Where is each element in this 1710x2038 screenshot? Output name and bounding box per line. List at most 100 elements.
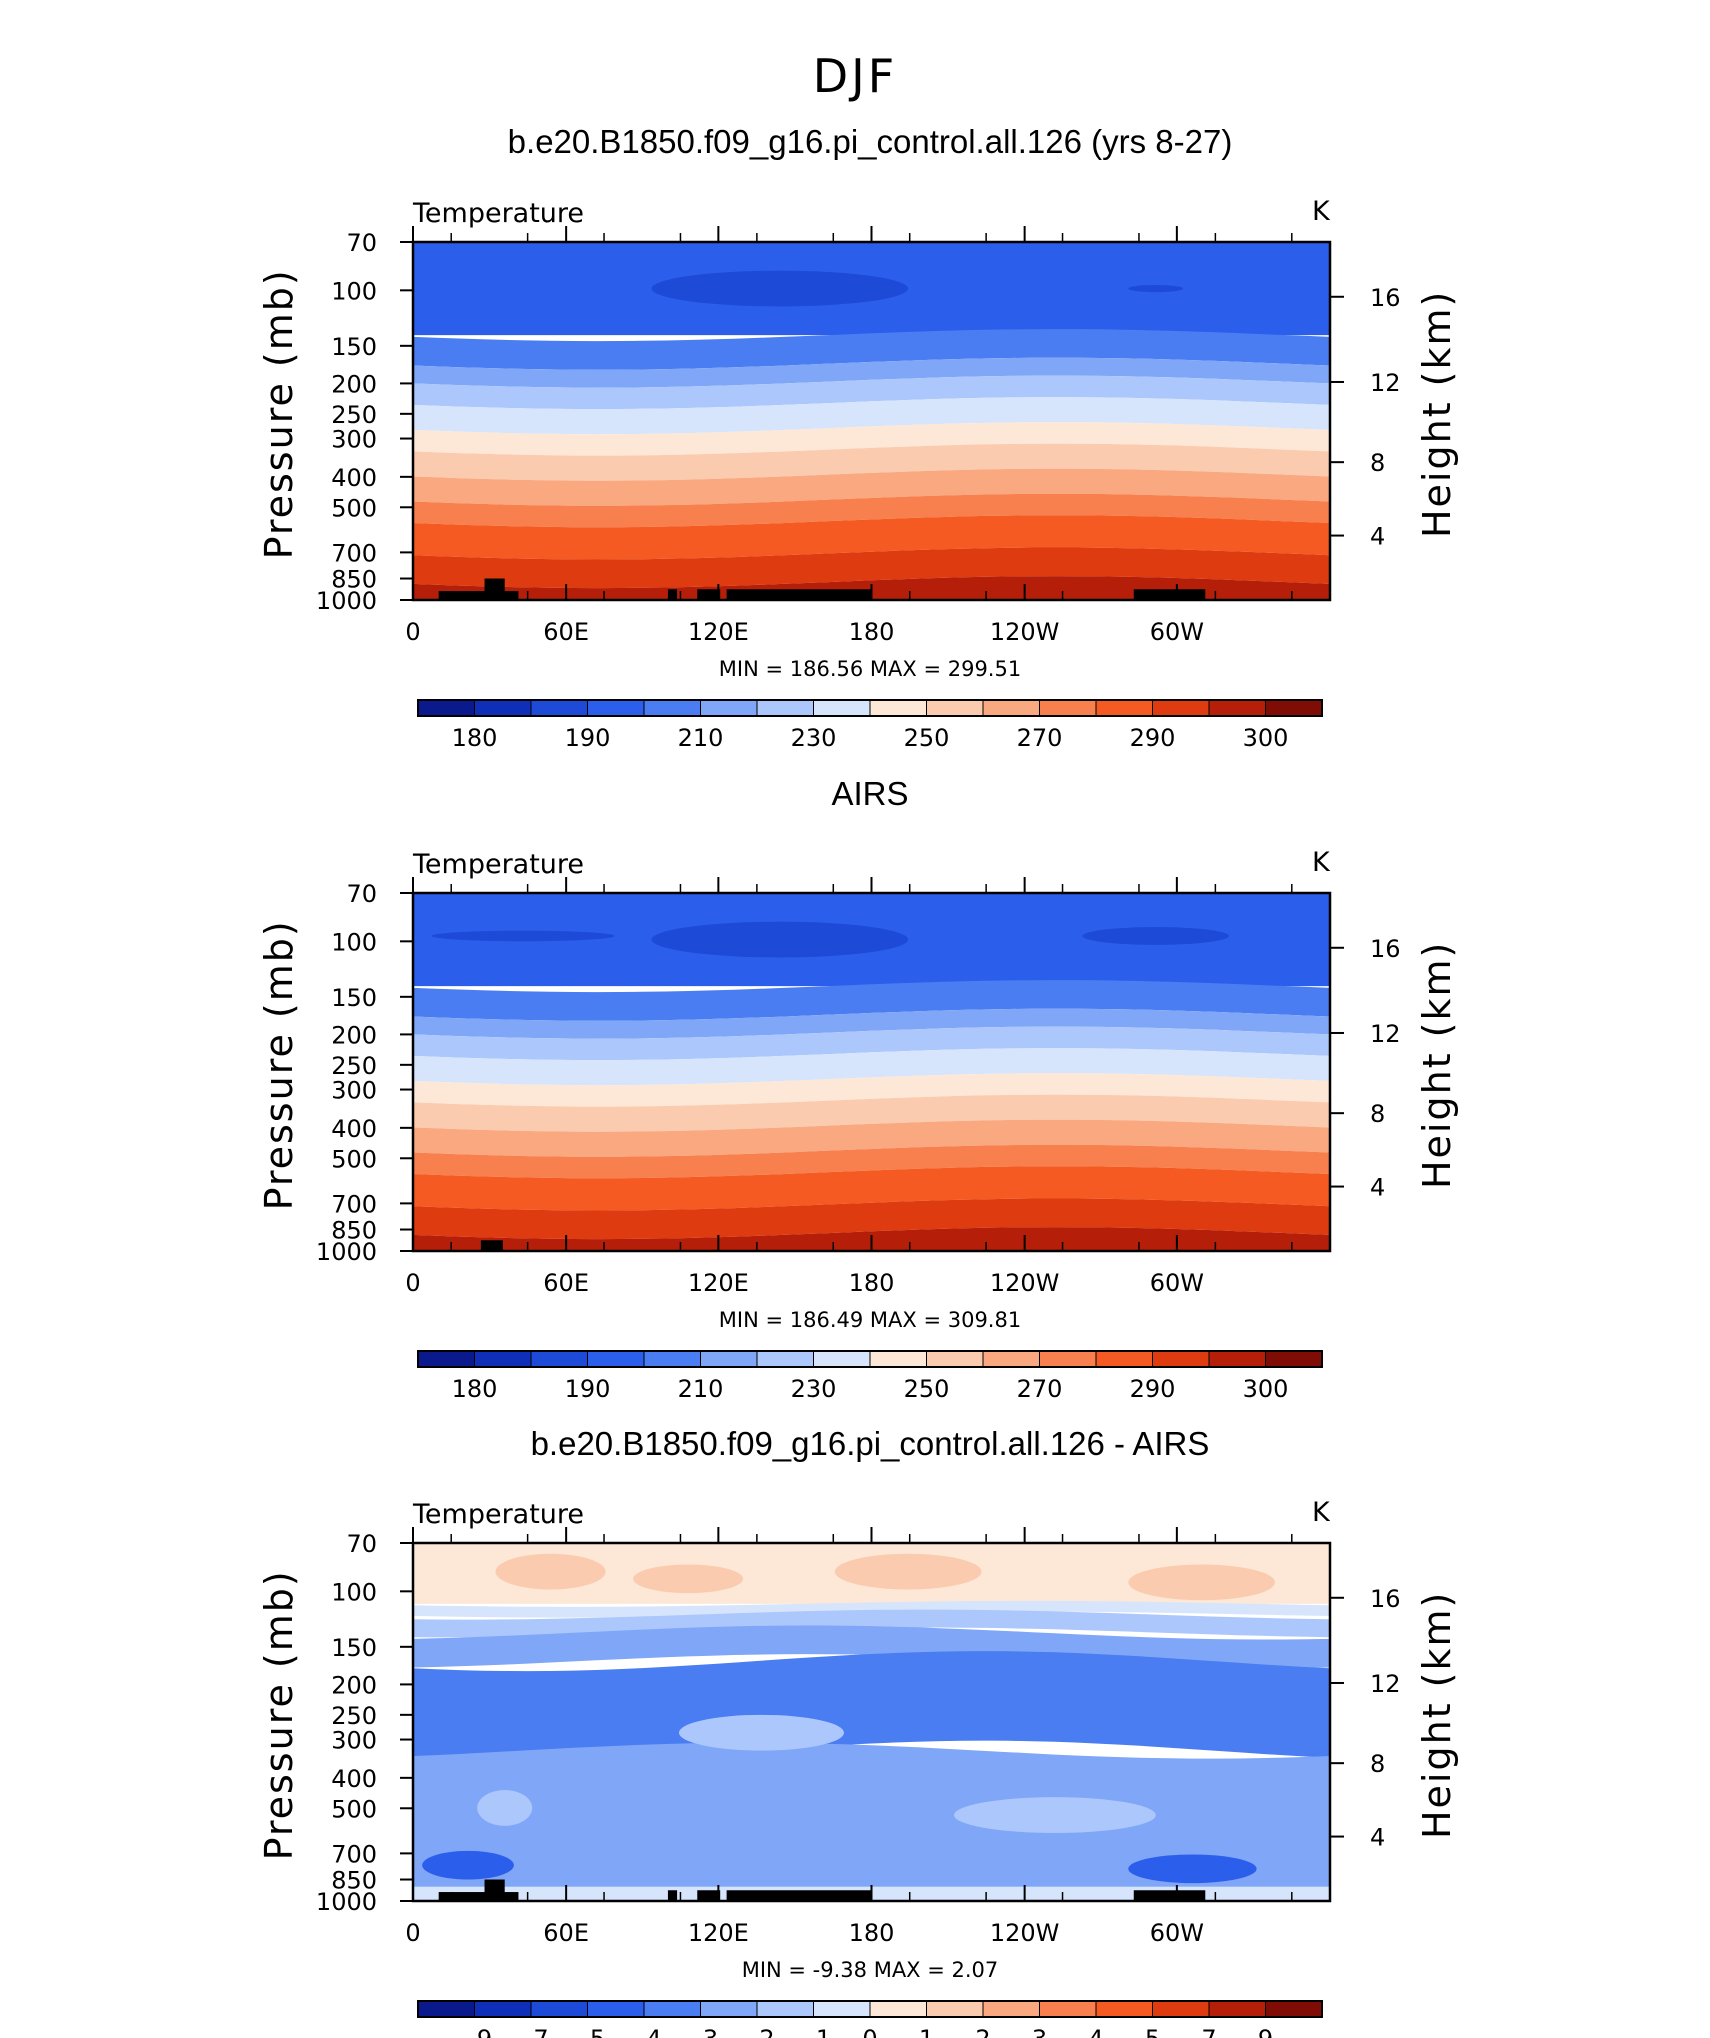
temperature-band	[413, 1094, 1330, 1132]
cold-core	[431, 930, 615, 942]
colorbar-cell	[1039, 699, 1097, 717]
difference-band	[413, 1651, 1330, 1761]
colorbar-label: 250	[904, 724, 950, 752]
temperature-band	[413, 547, 1330, 589]
topography-mask	[438, 1892, 519, 1901]
colorbar-cell	[587, 2000, 645, 2018]
x-tick-label: 120E	[688, 618, 749, 646]
y-tick-label: 850	[331, 1217, 377, 1245]
colorbar-cell	[1208, 1350, 1267, 1368]
height-tick-label: 4	[1370, 523, 1385, 551]
y-tick-label: 500	[331, 1795, 377, 1823]
panel-3: b.e20.B1850.f09_g16.pi_control.all.126 -…	[257, 1425, 1459, 2038]
colorbar-label: 4	[1088, 2025, 1103, 2038]
temperature-band	[413, 1198, 1330, 1240]
y-tick-label: 150	[331, 1634, 377, 1662]
temperature-band	[413, 443, 1330, 481]
y-tick-label: 150	[331, 333, 377, 361]
colorbar-label: −9	[457, 2025, 492, 2038]
temperature-band	[413, 1073, 1330, 1107]
units-label: K	[1312, 847, 1331, 878]
colorbar-cell	[587, 1350, 645, 1368]
colorbar-cell	[1208, 699, 1267, 717]
colorbar-cell	[1152, 699, 1210, 717]
x-tick-label: 180	[849, 618, 895, 646]
y-tick-label: 700	[331, 1840, 377, 1868]
colorbar-cell	[1265, 1350, 1323, 1368]
colorbar-cell	[982, 2000, 1041, 2018]
colorbar-label: 290	[1130, 724, 1176, 752]
colorbar-cell	[643, 1350, 702, 1368]
x-tick-label: 60E	[543, 618, 589, 646]
colorbar-cell	[417, 699, 476, 717]
panel-1: b.e20.B1850.f09_g16.pi_control.all.126 (…	[257, 123, 1459, 752]
variable-label: Temperature	[412, 198, 584, 229]
y-tick-label: 850	[331, 566, 377, 594]
y-axis-label: Pressure (mb)	[257, 1569, 301, 1860]
y-tick-label: 850	[331, 1867, 377, 1895]
panel-title: b.e20.B1850.f09_g16.pi_control.all.126 -…	[531, 1425, 1210, 1462]
min-max-stats: MIN = 186.49 MAX = 309.81	[719, 1308, 1021, 1332]
colorbar-label: 300	[1243, 1375, 1289, 1403]
temperature-band	[413, 1048, 1330, 1086]
y-tick-label: 70	[346, 880, 377, 908]
x-tick-label: 0	[405, 618, 420, 646]
colorbar-cell	[700, 1350, 758, 1368]
colorbar-cell	[700, 2000, 758, 2018]
y-tick-label: 700	[331, 1190, 377, 1218]
contour-field	[413, 893, 1330, 1251]
panel-title: b.e20.B1850.f09_g16.pi_control.all.126 (…	[508, 123, 1233, 160]
colorbar-label: 5	[1145, 2025, 1160, 2038]
height-tick-label: 12	[1370, 1020, 1401, 1048]
colorbar-label: 180	[452, 724, 498, 752]
colorbar-cell	[813, 2000, 871, 2018]
topography-mask	[480, 1240, 503, 1251]
colorbar-cell	[1265, 699, 1323, 717]
y-tick-label: 300	[331, 426, 377, 454]
y-tick-label: 70	[346, 1530, 377, 1558]
colorbar-cell	[417, 2000, 476, 2018]
colorbar-cell	[756, 699, 815, 717]
colorbar-frame	[417, 699, 1323, 717]
height-tick-label: 16	[1370, 284, 1401, 312]
min-max-stats: MIN = -9.38 MAX = 2.07	[742, 1958, 999, 1982]
topography-mask	[484, 1879, 505, 1901]
temperature-band	[413, 1166, 1330, 1211]
weak-anomaly	[678, 1714, 844, 1751]
temperature-band	[413, 375, 1330, 410]
colorbar-cell	[756, 1350, 815, 1368]
colorbar-label: 2	[975, 2025, 990, 2038]
height-tick-label: 16	[1370, 935, 1401, 963]
colorbar-label: −3	[683, 2025, 718, 2038]
colorbar-cell	[1152, 1350, 1210, 1368]
colorbar-cell	[1039, 1350, 1097, 1368]
colorbar-label: −1	[796, 2025, 831, 2038]
height-tick-label: 4	[1370, 1824, 1385, 1852]
topography-mask	[667, 589, 678, 600]
colorbar-cell	[1208, 2000, 1267, 2018]
y-tick-label: 250	[331, 1052, 377, 1080]
height-tick-label: 8	[1370, 1100, 1385, 1128]
units-label: K	[1312, 196, 1331, 227]
x-tick-label: 60W	[1150, 1269, 1204, 1297]
y-tick-label: 250	[331, 1702, 377, 1730]
x-tick-label: 180	[849, 1269, 895, 1297]
colorbar-cell	[1265, 2000, 1323, 2018]
colorbar-label: 270	[1017, 724, 1063, 752]
colorbar-label: −5	[570, 2025, 605, 2038]
temperature-band	[413, 1008, 1330, 1039]
topography-mask	[1133, 589, 1206, 600]
cold-anomaly	[422, 1850, 514, 1880]
colorbar-cell	[869, 699, 928, 717]
colorbar-cell	[982, 1350, 1041, 1368]
y-tick-label: 400	[331, 1115, 377, 1143]
y-tick-label: 300	[331, 1727, 377, 1755]
colorbar-cell	[474, 1350, 532, 1368]
colorbar-cell	[1095, 699, 1154, 717]
colorbar-label: 0	[862, 2025, 877, 2038]
y-tick-label: 200	[331, 1671, 377, 1699]
y-tick-label: 100	[331, 277, 377, 305]
x-tick-label: 120W	[990, 1269, 1060, 1297]
colorbar-cell	[530, 699, 589, 717]
